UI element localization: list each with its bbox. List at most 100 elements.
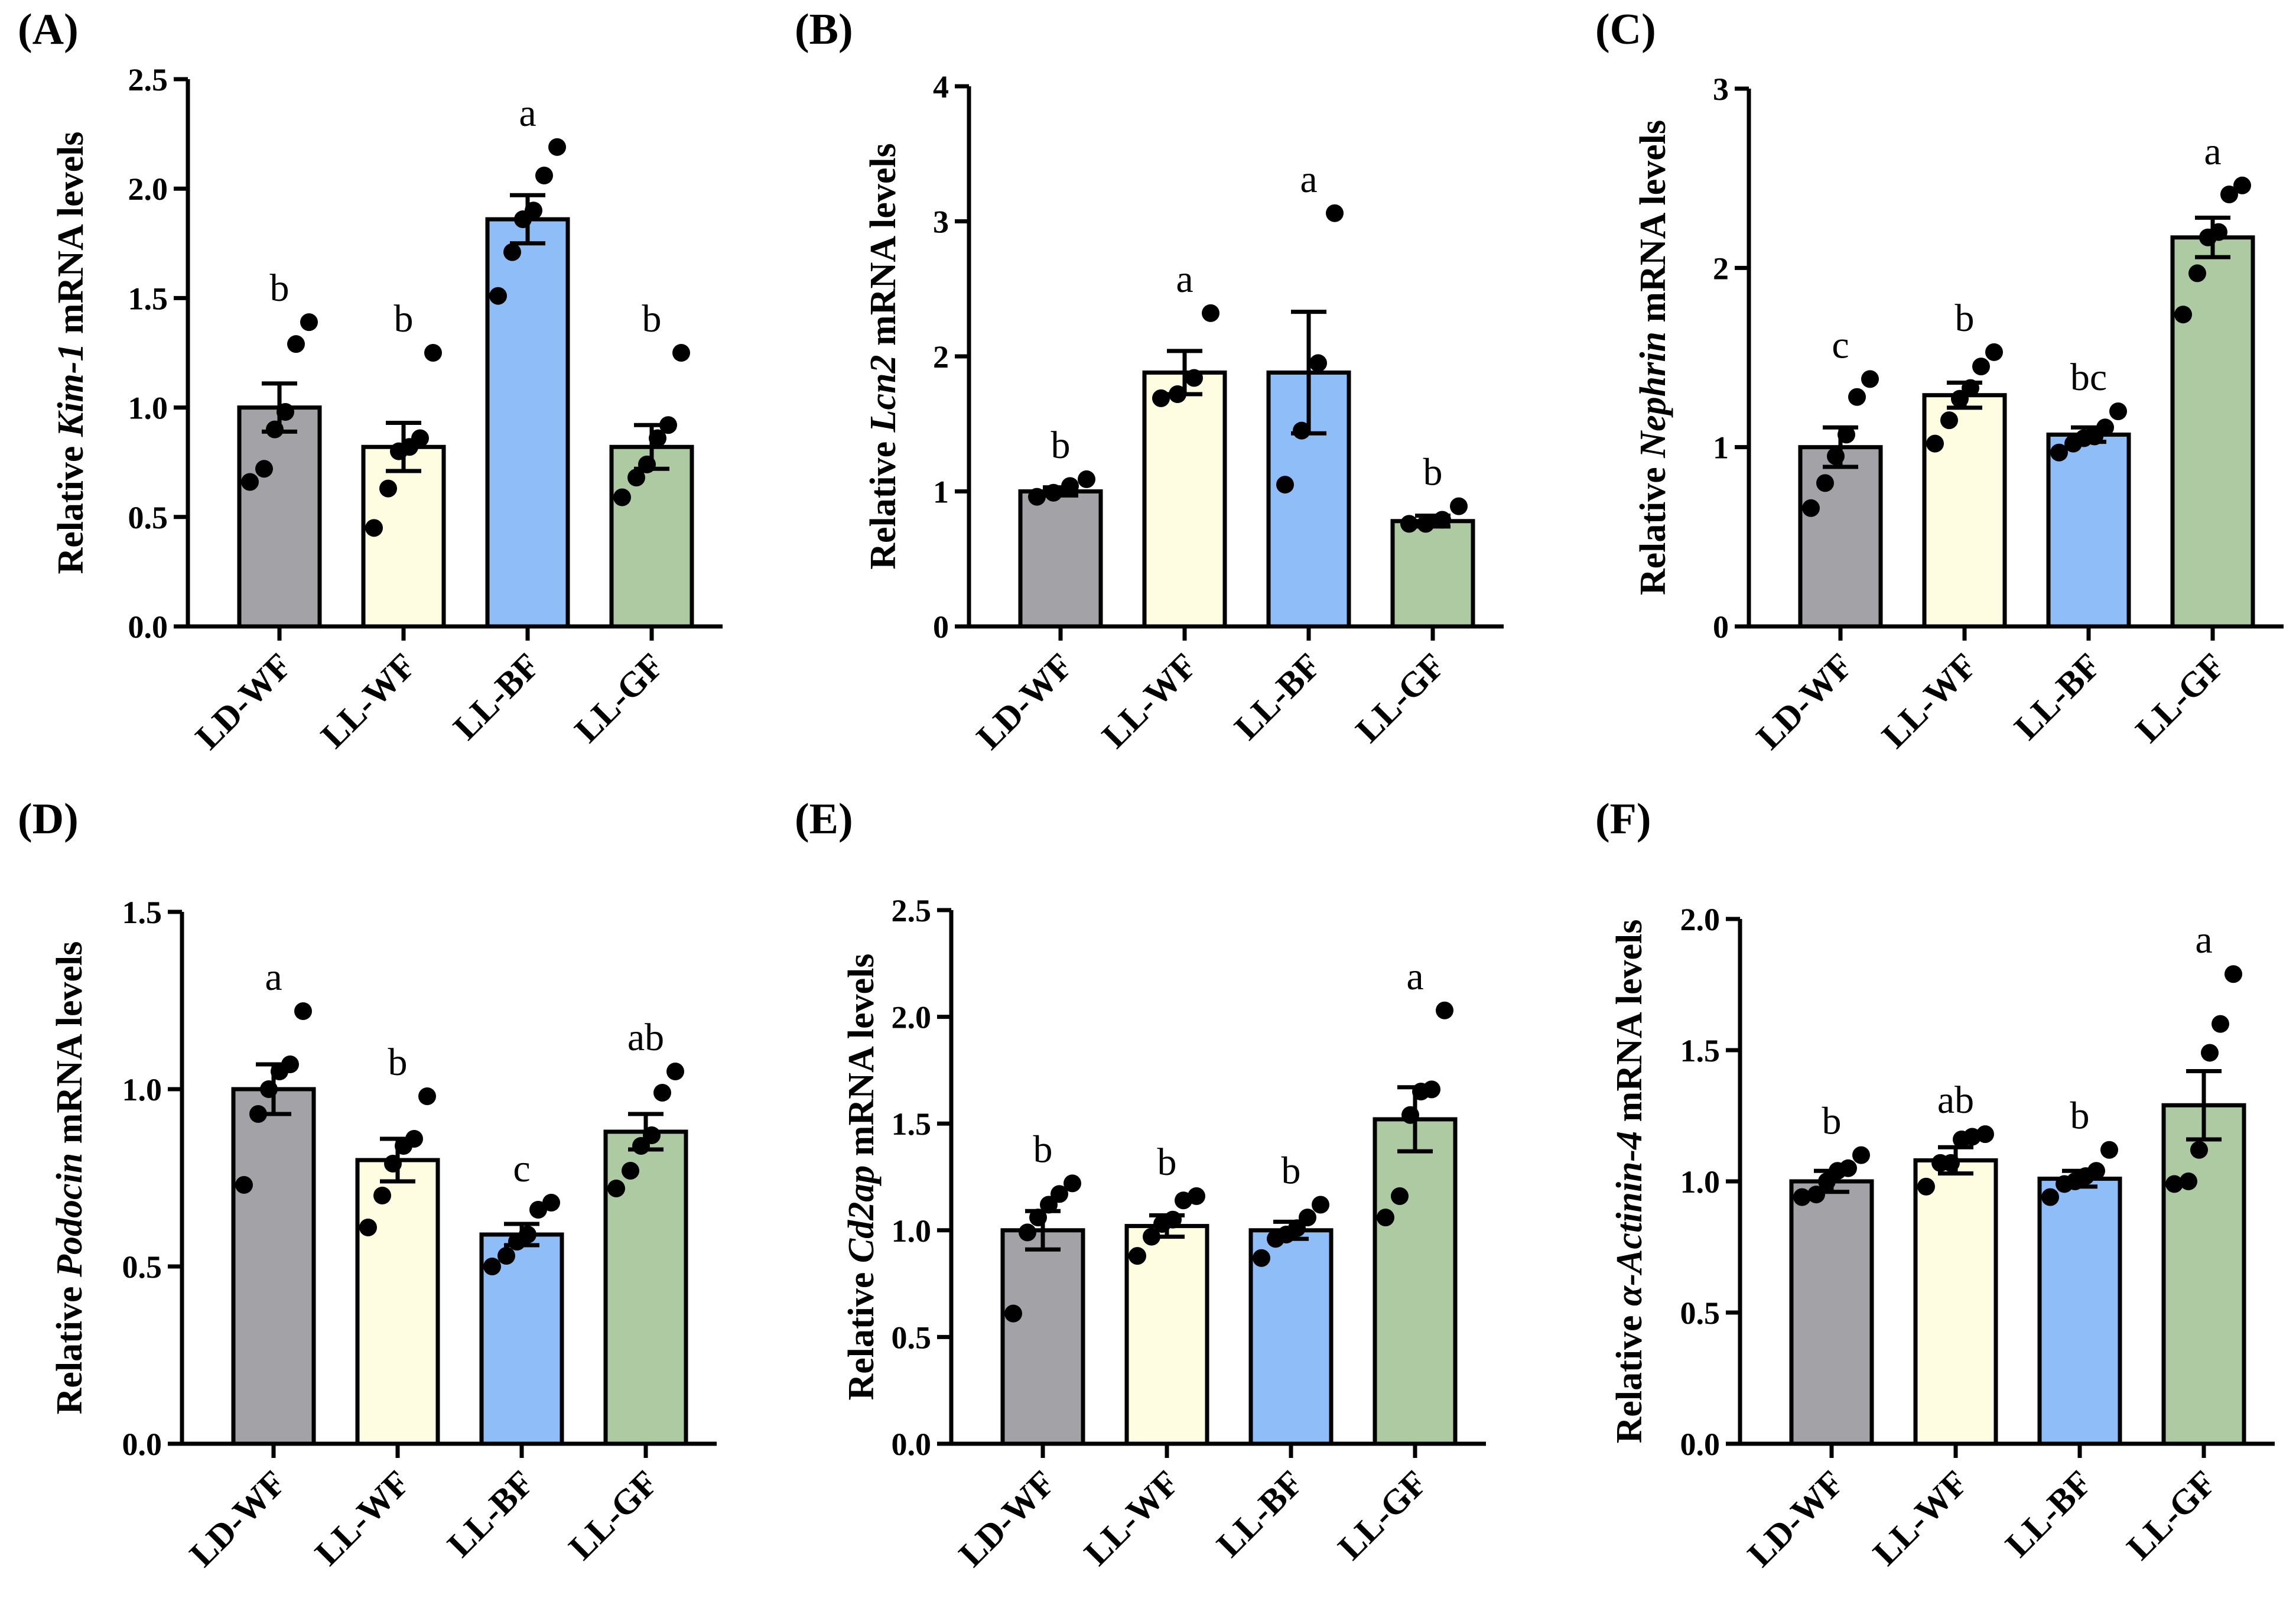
data-point [666, 1063, 684, 1080]
y-tick-label: 0.5 [128, 500, 168, 535]
data-point [1942, 1154, 1960, 1172]
data-point [1276, 476, 1294, 494]
data-point [649, 429, 666, 447]
y-axis-label: Relative Cd2ap mRNA levels [841, 954, 882, 1401]
y-axis-label-suffix: mRNA levels [51, 131, 91, 343]
data-point [2087, 1162, 2105, 1180]
y-axis-label-prefix: Relative [1633, 458, 1673, 595]
data-point [1299, 1209, 1316, 1227]
bar-ll-gf [603, 1129, 688, 1446]
significance-letter: b [1282, 1149, 1301, 1192]
y-axis-label-gene: Podocin [50, 1153, 90, 1278]
significance-letter: a [265, 956, 282, 999]
y-tick-label: 1.0 [1680, 1164, 1721, 1200]
y-axis-label: Relative Podocin mRNA levels [50, 941, 90, 1415]
data-point [373, 1187, 391, 1204]
data-point [1377, 1209, 1394, 1227]
bar-ld-wf [1789, 1179, 1874, 1446]
bar-ll-gf [2170, 235, 2255, 629]
x-category-label: LL-BF [1209, 1463, 1311, 1565]
data-point [241, 473, 259, 491]
data-point [1202, 304, 1219, 322]
chart-panel-c: (C) 0 1 2 3 Relative Nephrin mRNA levels c LD-W… [1595, 5, 2284, 757]
data-point [1417, 515, 1435, 533]
chart-panel-a: (A) 0.0 0.5 1.0 1.5 2.0 2.5 Relative Kim-1 mRNA… [18, 5, 723, 757]
data-point [2100, 1141, 2118, 1159]
data-point [294, 1002, 312, 1020]
y-tick-label: 0.0 [128, 609, 168, 645]
y-axis-label: Relative Kim-1 mRNA levels [51, 131, 91, 574]
data-point [2109, 402, 2127, 420]
bar-ld-wf [1018, 489, 1103, 629]
data-point [1816, 474, 1834, 492]
data-point [643, 1126, 661, 1144]
x-category-label: LL-BF [1998, 1463, 2100, 1565]
data-point [235, 1176, 253, 1194]
data-point [638, 455, 656, 473]
data-point [548, 138, 566, 156]
significance-letter: a [1300, 158, 1317, 201]
y-axis-label-suffix: mRNA levels [1609, 920, 1650, 1131]
data-point [1400, 515, 1418, 533]
y-tick-label: 4 [933, 69, 949, 105]
data-point [2188, 264, 2206, 282]
x-category-label: LD-WF [1740, 1463, 1851, 1574]
data-point [1064, 1174, 1081, 1193]
data-point [2165, 1175, 2183, 1193]
data-point [1436, 1001, 1453, 1019]
chart-panel-d: (D) 0.0 0.5 1.0 1.5 Relative Podocin mRNA lev… [18, 795, 717, 1574]
y-tick-label: 1 [933, 475, 949, 510]
data-point [255, 460, 273, 478]
data-point [535, 166, 553, 184]
significance-letter: b [1033, 1128, 1053, 1171]
data-point [627, 469, 645, 487]
significance-letter: b [2070, 1094, 2090, 1138]
data-point [1004, 1304, 1022, 1323]
bar-ll-gf [1373, 1117, 1458, 1446]
significance-letter: a [2195, 918, 2212, 962]
x-category-label: LL-GF [1331, 1463, 1435, 1567]
x-category-label: LL-BF [446, 646, 548, 748]
data-point [2225, 965, 2242, 983]
y-axis-label-gene: Lcn2 [863, 355, 903, 433]
data-point [2180, 1172, 2197, 1190]
bar-ll-bf [2037, 1177, 2122, 1446]
y-axis-label-suffix: mRNA levels [841, 954, 882, 1165]
x-category-label: LL-GF [567, 646, 671, 750]
data-point [249, 1105, 267, 1123]
data-point [1450, 497, 1468, 515]
bar-ll-gf [609, 444, 694, 629]
y-tick-label: 0.0 [892, 1427, 932, 1462]
x-category-label: LL-WF [307, 1463, 417, 1573]
significance-letter: a [1176, 258, 1193, 301]
y-tick-label: 0 [1713, 609, 1729, 645]
data-point [1972, 358, 1990, 376]
chart-panel-b: (B) 0 1 2 3 4 Relative Lcn2 mRNA levels b LD-WF a… [795, 5, 1504, 757]
y-axis-label-suffix: mRNA levels [50, 941, 90, 1153]
data-point [2190, 1141, 2208, 1159]
significance-letter: c [513, 1147, 530, 1190]
bar-ll-gf [1390, 519, 1475, 629]
panel-label: (F) [1595, 795, 1651, 843]
panel-label: (D) [18, 795, 79, 843]
data-point [2050, 443, 2068, 462]
x-category-label: LL-WF [313, 646, 423, 756]
significance-letter: ab [1937, 1079, 1974, 1122]
data-point [519, 1226, 536, 1243]
x-category-label: LD-WF [969, 646, 1080, 757]
data-point [1861, 370, 1879, 388]
y-axis-label-gene: Kim-1 [51, 343, 91, 437]
data-point [525, 202, 542, 220]
y-tick-label: 1.5 [1680, 1033, 1721, 1068]
significance-letter: b [1822, 1100, 1842, 1143]
bar-ld-wf [1000, 1228, 1085, 1446]
y-tick-label: 0.5 [1680, 1295, 1721, 1331]
data-point [613, 488, 631, 506]
chart-panel-e: (E) 0.0 0.5 1.0 1.5 2.0 2.5 Relative Cd2ap mRNA… [795, 795, 1486, 1574]
data-point [379, 479, 397, 498]
significance-letter: b [394, 297, 414, 340]
data-point [424, 344, 442, 362]
data-point [2201, 1044, 2219, 1062]
data-point [384, 1155, 402, 1172]
